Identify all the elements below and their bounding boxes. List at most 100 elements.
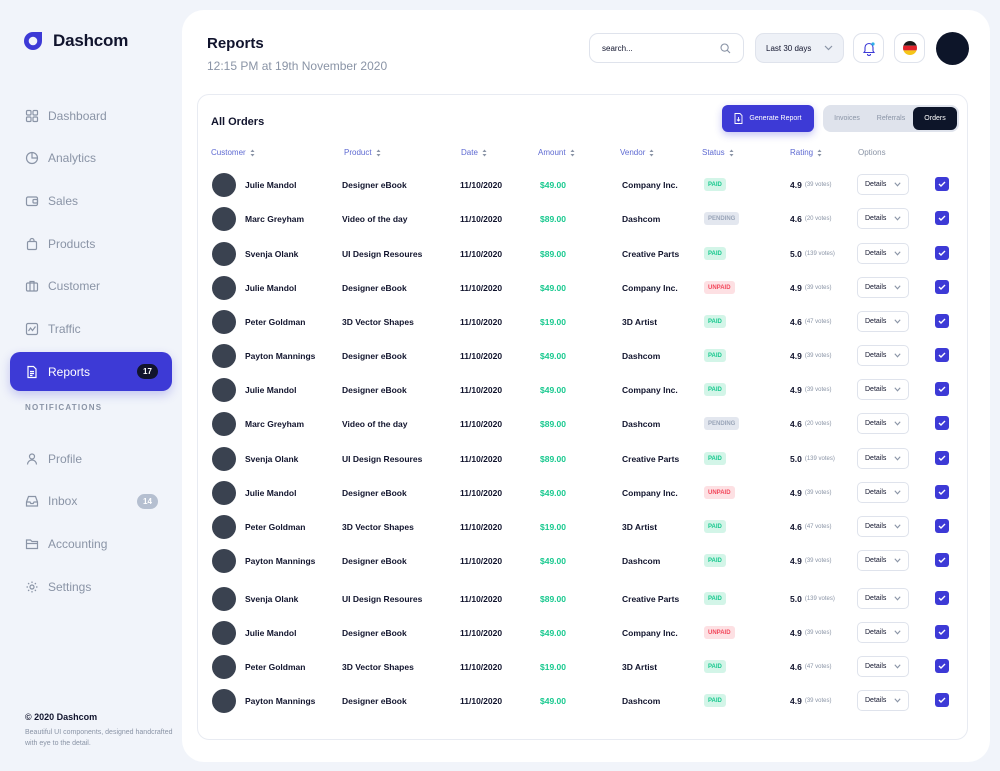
tab-invoices[interactable]: Invoices xyxy=(834,115,860,122)
column-header-amount[interactable]: Amount xyxy=(538,148,575,157)
table-row[interactable]: Peter Goldman 3D Vector Shapes 11/10/2020 $… xyxy=(198,305,969,339)
table-row[interactable]: Payton Mannings Designer eBook 11/10/2020 $… xyxy=(198,684,969,718)
sidebar-item-analytics[interactable]: Analytics xyxy=(10,139,172,178)
table-row[interactable]: Julie Mandol Designer eBook 11/10/2020 $49.… xyxy=(198,271,969,305)
vendor-name: 3D Artist xyxy=(622,522,658,532)
brand[interactable]: Dashcom xyxy=(22,30,128,52)
language-button[interactable] xyxy=(894,33,925,63)
sidebar-item-sales[interactable]: Sales xyxy=(10,181,172,220)
details-label: Details xyxy=(865,663,887,670)
details-dropdown[interactable]: Details xyxy=(857,516,909,537)
table-row[interactable]: Peter Goldman 3D Vector Shapes 11/10/2020 $… xyxy=(198,510,969,544)
customer-name: Svenja Olank xyxy=(245,454,299,464)
row-checkbox[interactable] xyxy=(935,519,949,533)
customer-name: Julie Mandol xyxy=(245,385,297,395)
details-dropdown[interactable]: Details xyxy=(857,588,909,609)
table-row[interactable]: Julie Mandol Designer eBook 11/10/2020 $49.… xyxy=(198,168,969,202)
column-header-date[interactable]: Date xyxy=(461,148,487,157)
orders-card: All Orders Generate Report Invoices Refe… xyxy=(197,94,968,740)
table-row[interactable]: Peter Goldman 3D Vector Shapes 11/10/2020 $… xyxy=(198,650,969,684)
sidebar-item-customer[interactable]: Customer xyxy=(10,267,172,306)
sidebar-item-products[interactable]: Products xyxy=(10,224,172,263)
details-dropdown[interactable]: Details xyxy=(857,690,909,711)
vendor-name: Creative Parts xyxy=(622,454,680,464)
row-checkbox[interactable] xyxy=(935,485,949,499)
document-icon xyxy=(27,365,37,378)
customer-name: Julie Mandol xyxy=(245,180,297,190)
order-date: 11/10/2020 xyxy=(460,454,503,464)
tab-referrals[interactable]: Referrals xyxy=(876,115,906,122)
sidebar-item-reports[interactable]: Reports 17 xyxy=(10,352,172,392)
chevron-down-icon xyxy=(894,596,901,601)
table-row[interactable]: Svenja Olank UI Design Resoures 11/10/2020… xyxy=(198,442,969,476)
table-row[interactable]: Julie Mandol Designer eBook 11/10/2020 $49.… xyxy=(198,373,969,407)
table-row[interactable]: Svenja Olank UI Design Resoures 11/10/2020… xyxy=(198,237,969,271)
details-dropdown[interactable]: Details xyxy=(857,345,909,366)
row-checkbox[interactable] xyxy=(935,246,949,260)
chevron-down-icon xyxy=(824,45,833,51)
sidebar-item-accounting[interactable]: Accounting xyxy=(10,525,172,564)
details-dropdown[interactable]: Details xyxy=(857,482,909,503)
details-dropdown[interactable]: Details xyxy=(857,448,909,469)
row-checkbox[interactable] xyxy=(935,314,949,328)
table-row[interactable]: Julie Mandol Designer eBook 11/10/2020 $49.… xyxy=(198,476,969,510)
details-dropdown[interactable]: Details xyxy=(857,243,909,264)
sidebar-item-label: Accounting xyxy=(48,537,108,551)
row-checkbox[interactable] xyxy=(935,625,949,639)
row-checkbox[interactable] xyxy=(935,451,949,465)
rating-value: 4.9 xyxy=(790,556,802,566)
product-name: 3D Vector Shapes xyxy=(342,522,414,532)
details-dropdown[interactable]: Details xyxy=(857,208,909,229)
row-checkbox[interactable] xyxy=(935,211,949,225)
sidebar-item-traffic[interactable]: Traffic xyxy=(10,309,172,348)
details-dropdown[interactable]: Details xyxy=(857,622,909,643)
column-header-status[interactable]: Status xyxy=(702,148,734,157)
row-checkbox[interactable] xyxy=(935,416,949,430)
row-checkbox[interactable] xyxy=(935,348,949,362)
table-row[interactable]: Marc Greyham Video of the day 11/10/2020 $8… xyxy=(198,407,969,441)
checkmark-icon xyxy=(938,455,946,461)
generate-report-button[interactable]: Generate Report xyxy=(722,105,814,132)
order-date: 11/10/2020 xyxy=(460,283,503,293)
row-checkbox[interactable] xyxy=(935,659,949,673)
sidebar-item-inbox[interactable]: Inbox 14 xyxy=(10,482,172,521)
user-avatar[interactable] xyxy=(936,32,969,65)
row-checkbox[interactable] xyxy=(935,382,949,396)
notifications-button[interactable] xyxy=(853,33,884,63)
german-flag-icon xyxy=(902,41,917,55)
chevron-down-icon xyxy=(894,490,901,495)
order-amount: $49.00 xyxy=(540,696,566,706)
status-badge: PENDING xyxy=(704,417,740,430)
column-header-customer[interactable]: Customer xyxy=(211,148,255,157)
column-header-vendor[interactable]: Vendor xyxy=(620,148,654,157)
row-checkbox[interactable] xyxy=(935,591,949,605)
sidebar-item-settings[interactable]: Settings xyxy=(10,567,172,606)
pie-chart-icon xyxy=(25,152,39,165)
table-row[interactable]: Svenja Olank UI Design Resoures 11/10/2020… xyxy=(198,582,969,616)
details-dropdown[interactable]: Details xyxy=(857,277,909,298)
column-header-rating[interactable]: Rating xyxy=(790,148,822,157)
table-row[interactable]: Payton Mannings Designer eBook 11/10/2020 $… xyxy=(198,544,969,578)
search-input[interactable]: search... xyxy=(589,33,744,63)
view-tabs: Invoices Referrals Orders xyxy=(823,105,959,132)
sidebar-item-dashboard[interactable]: Dashboard xyxy=(10,96,172,135)
table-row[interactable]: Julie Mandol Designer eBook 11/10/2020 $49.… xyxy=(198,616,969,650)
row-checkbox[interactable] xyxy=(935,177,949,191)
product-name: UI Design Resoures xyxy=(342,594,423,604)
date-range-select[interactable]: Last 30 days xyxy=(755,33,844,63)
details-dropdown[interactable]: Details xyxy=(857,550,909,571)
briefcase-icon xyxy=(25,281,39,292)
row-checkbox[interactable] xyxy=(935,280,949,294)
details-dropdown[interactable]: Details xyxy=(857,656,909,677)
row-checkbox[interactable] xyxy=(935,553,949,567)
details-dropdown[interactable]: Details xyxy=(857,174,909,195)
column-header-product[interactable]: Product xyxy=(344,148,381,157)
table-row[interactable]: Payton Mannings Designer eBook 11/10/2020 $… xyxy=(198,339,969,373)
details-dropdown[interactable]: Details xyxy=(857,413,909,434)
tab-orders[interactable]: Orders xyxy=(913,107,957,130)
sidebar-item-profile[interactable]: Profile xyxy=(10,439,172,478)
details-dropdown[interactable]: Details xyxy=(857,311,909,332)
row-checkbox[interactable] xyxy=(935,693,949,707)
table-row[interactable]: Marc Greyham Video of the day 11/10/2020 $8… xyxy=(198,202,969,236)
details-dropdown[interactable]: Details xyxy=(857,379,909,400)
